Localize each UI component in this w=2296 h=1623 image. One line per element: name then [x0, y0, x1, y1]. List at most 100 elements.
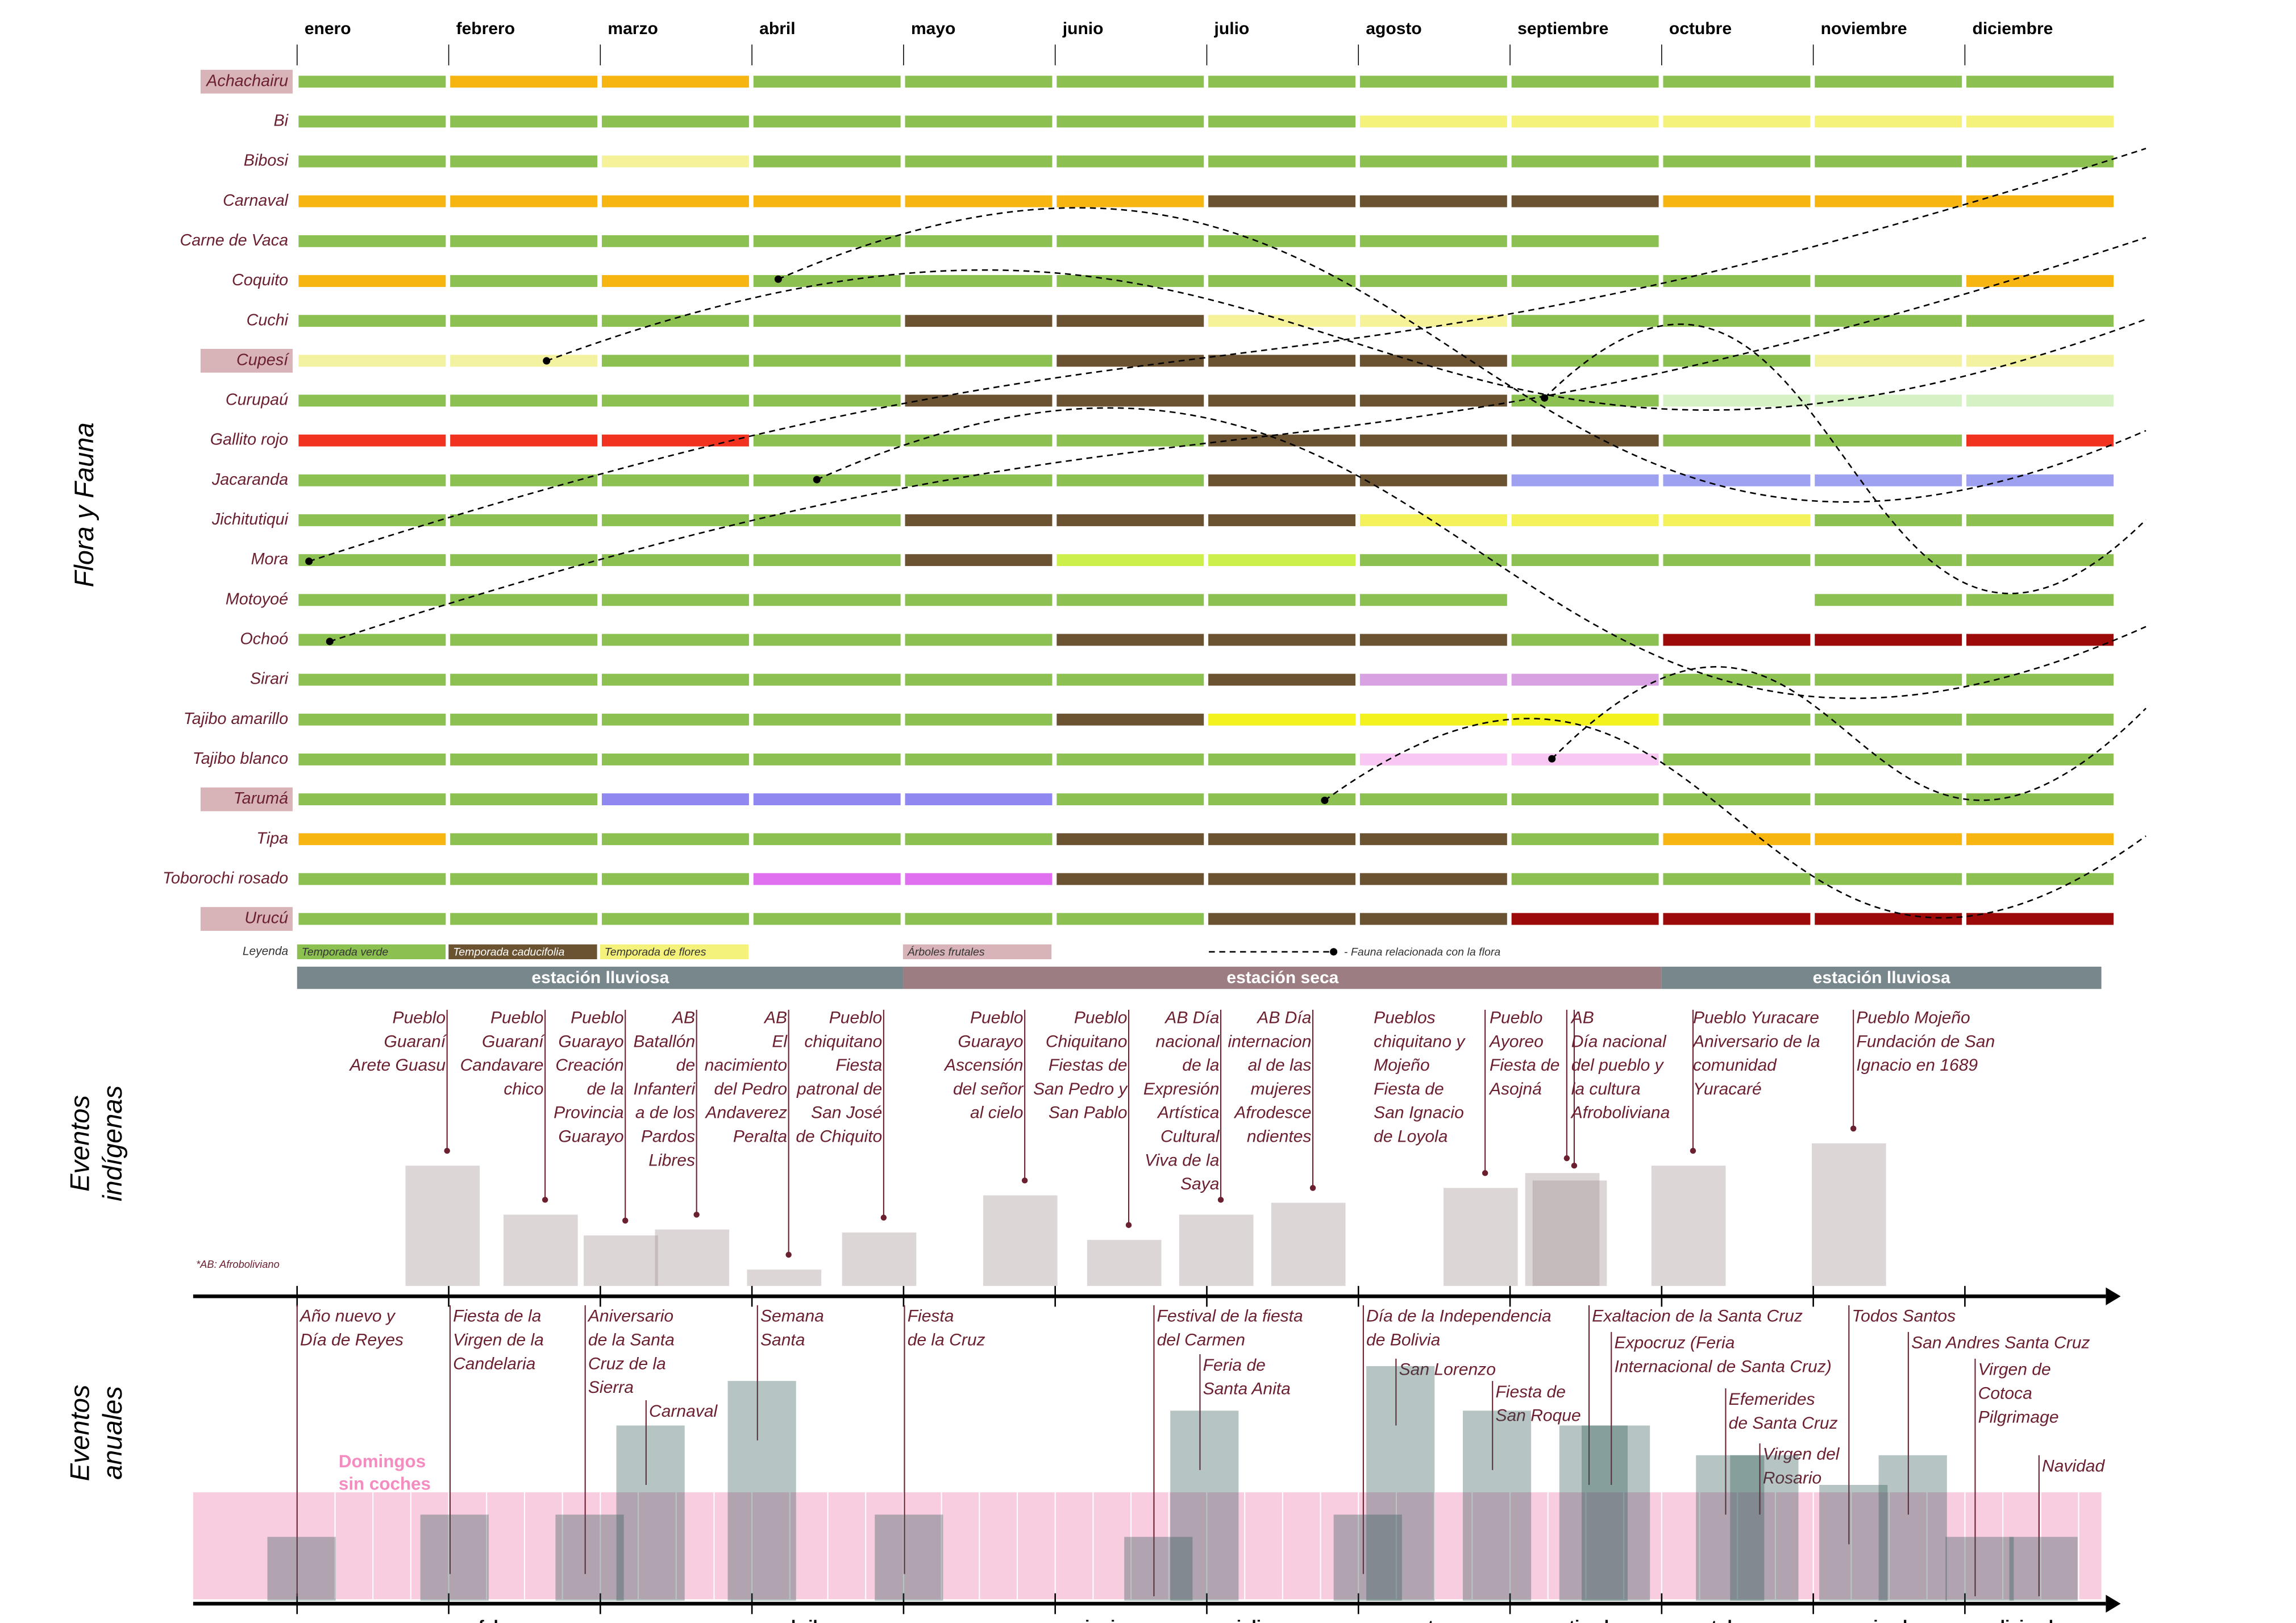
season-bar — [1359, 554, 1507, 567]
season-bar — [450, 713, 598, 726]
photo — [983, 1195, 1058, 1286]
season-bar — [1208, 394, 1356, 407]
season-bar — [1966, 673, 2114, 686]
season-bar — [601, 594, 749, 606]
season-bar — [450, 315, 598, 327]
season-bar — [1815, 554, 1962, 567]
month-label: abril — [781, 1617, 817, 1623]
species-name: Carnaval — [223, 192, 289, 210]
event-text: Virgen del — [1763, 1445, 1840, 1464]
event-text: Fundación de San — [1856, 1032, 1995, 1051]
season-bar — [298, 594, 446, 606]
season-bar — [1663, 195, 1811, 207]
season-bar — [1057, 793, 1204, 806]
season-bar — [1057, 673, 1204, 686]
event-text: Santa Anita — [1203, 1380, 1291, 1399]
event-text: Fiesta — [908, 1307, 954, 1326]
event-text: AB — [763, 1008, 787, 1027]
photo — [1696, 1455, 1765, 1601]
event-dot — [1571, 1162, 1578, 1169]
event-text: El — [772, 1032, 788, 1051]
season-bar — [1511, 833, 1659, 846]
season-bar — [298, 673, 446, 686]
season-bar — [753, 713, 901, 726]
season-bar — [753, 594, 901, 606]
month-label: marzo — [630, 1617, 680, 1623]
fauna-dot — [1548, 755, 1556, 763]
season-bar — [1208, 474, 1356, 486]
season-bar — [450, 275, 598, 287]
season-bar — [1208, 275, 1356, 287]
event-text: de la — [587, 1080, 623, 1098]
season-bar — [905, 355, 1053, 367]
legend-label: Árboles frutales — [907, 945, 985, 958]
season-bar — [753, 115, 901, 128]
season-bar — [1966, 594, 2114, 606]
event-text: la cultura — [1571, 1080, 1641, 1098]
event-text: San José — [811, 1104, 882, 1122]
event-text: Pueblo — [970, 1008, 1024, 1027]
photo — [1462, 1410, 1532, 1601]
season-bar — [601, 873, 749, 885]
season-bar — [905, 195, 1053, 207]
event-text: Afroboliviana — [1570, 1104, 1670, 1122]
season-bar — [601, 115, 749, 128]
season-bar — [1057, 753, 1204, 765]
species-name: Tarumá — [234, 789, 288, 808]
event-text: Fiesta — [835, 1056, 882, 1075]
event-text: Pueblo — [571, 1008, 624, 1027]
photo — [1878, 1455, 1947, 1601]
season-bar — [1208, 873, 1356, 885]
season-bar — [298, 434, 446, 447]
season-bar — [753, 474, 901, 486]
event-dot — [1690, 1147, 1696, 1154]
month-label: julio — [1236, 1617, 1272, 1623]
event-text: Yuracaré — [1693, 1080, 1762, 1098]
event-text: del Carmen — [1157, 1330, 1245, 1349]
photo — [1525, 1173, 1600, 1286]
month-label: agosto — [1388, 1617, 1444, 1623]
season-bar — [1511, 155, 1659, 168]
season-bar — [753, 394, 901, 407]
photo — [1170, 1410, 1239, 1601]
season-bar — [1663, 315, 1811, 327]
event-text: de la Santa — [588, 1330, 675, 1349]
season-bar — [1208, 793, 1356, 806]
season-bar — [1359, 275, 1507, 287]
species-name: Toborochi rosado — [163, 869, 288, 887]
car-free-label: Domingos — [339, 1451, 426, 1471]
season-bar — [753, 275, 901, 287]
season-bar — [298, 195, 446, 207]
photo — [727, 1381, 796, 1601]
event-text: San Roque — [1495, 1406, 1580, 1425]
season-bar — [1359, 355, 1507, 367]
event-text: del pueblo y — [1571, 1056, 1665, 1075]
event-dot — [880, 1214, 887, 1221]
event-text: Pueblo — [1074, 1008, 1128, 1027]
event-text: AB — [671, 1008, 695, 1027]
fauna-dot — [1541, 394, 1549, 402]
event-dot — [1309, 1185, 1316, 1191]
season-bar — [601, 514, 749, 526]
season-bar — [905, 434, 1053, 447]
season-bar — [1966, 155, 2114, 168]
month-label: mayo — [911, 19, 955, 38]
month-label: mayo — [933, 1617, 978, 1623]
photo — [1443, 1188, 1518, 1286]
season-bar — [1663, 753, 1811, 765]
event-text: chiquitano — [804, 1032, 882, 1051]
season-bar — [1359, 76, 1507, 88]
season-bar — [1966, 195, 2114, 207]
fauna-dot — [326, 638, 334, 646]
month-label: septiembre — [1517, 19, 1608, 38]
season-bar — [753, 195, 901, 207]
season-bar — [450, 155, 598, 168]
season-bar — [1359, 235, 1507, 247]
event-text: Fiestas de — [1049, 1056, 1128, 1075]
season-label: estación seca — [1226, 968, 1338, 987]
season-bar — [298, 275, 446, 287]
season-bar — [1815, 514, 1962, 526]
season-bar — [601, 195, 749, 207]
season-bar — [601, 474, 749, 486]
event-text: Guaraní — [482, 1032, 545, 1051]
